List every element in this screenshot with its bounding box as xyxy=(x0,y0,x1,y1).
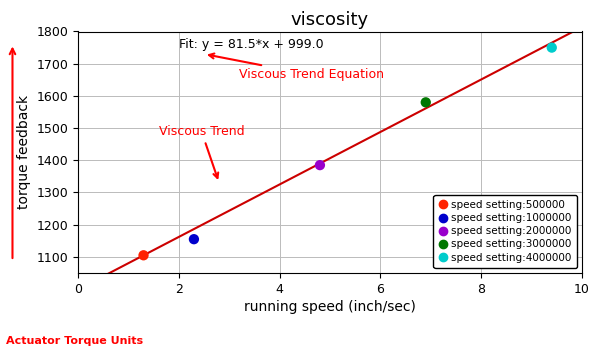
Point xyxy=(315,162,325,168)
Text: Viscous Trend: Viscous Trend xyxy=(158,125,244,178)
Text: Viscous Trend Equation: Viscous Trend Equation xyxy=(209,54,384,82)
Y-axis label: torque feedback: torque feedback xyxy=(17,95,31,209)
Text: Actuator Torque Units: Actuator Torque Units xyxy=(6,336,143,346)
Title: viscosity: viscosity xyxy=(291,10,369,29)
X-axis label: running speed (inch/sec): running speed (inch/sec) xyxy=(244,300,416,314)
Point xyxy=(547,45,557,50)
Point xyxy=(189,236,199,242)
Text: Fit: y = 81.5*x + 999.0: Fit: y = 81.5*x + 999.0 xyxy=(179,38,323,51)
Point xyxy=(139,252,148,258)
Point xyxy=(421,99,431,105)
Legend: speed setting:500000, speed setting:1000000, speed setting:2000000, speed settin: speed setting:500000, speed setting:1000… xyxy=(433,195,577,268)
